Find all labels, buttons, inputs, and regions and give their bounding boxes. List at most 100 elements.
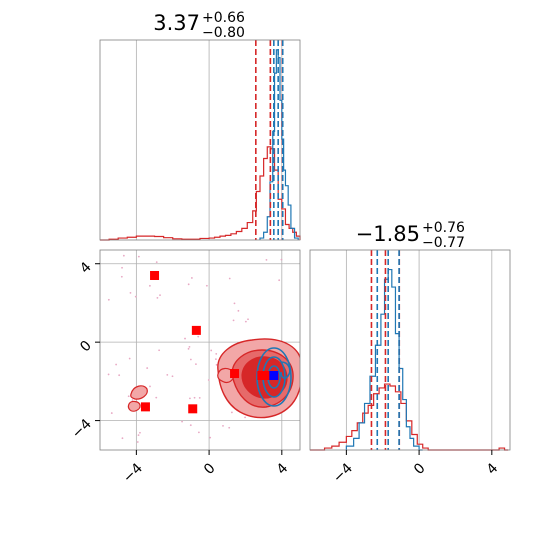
sample-point [159, 294, 161, 296]
sample-point [209, 436, 212, 439]
sample-point [129, 291, 132, 294]
sample-point [197, 431, 200, 434]
joint-x-tick-label: 0 [201, 460, 219, 478]
sample-point [187, 347, 190, 350]
series-b-contour-lobe [280, 361, 291, 379]
sample-point [187, 283, 190, 286]
sample-point [265, 258, 268, 261]
param2-histogram-grid [345, 250, 493, 450]
blue-marker [269, 370, 279, 380]
sample-point [215, 358, 217, 361]
sample-point [121, 266, 123, 269]
param2-title-upper: +0.76 [422, 220, 465, 236]
sample-point [137, 255, 140, 258]
sample-point [210, 349, 213, 352]
param2-histogram-frame [309, 249, 511, 451]
sample-point [181, 420, 183, 423]
param2-quantile-lines [370, 250, 401, 450]
joint-y-tick-label: −4 [69, 416, 95, 442]
sample-point [244, 320, 247, 323]
param1-histogram-series-b [259, 49, 299, 240]
sample-point [190, 277, 193, 279]
sample-point [195, 363, 197, 366]
sample-point [222, 425, 224, 427]
joint-x-ticks: −4 0 4 [120, 450, 291, 486]
sample-point [193, 396, 196, 399]
sample-point [197, 335, 200, 338]
sample-point [184, 337, 186, 340]
sample-point [149, 385, 151, 388]
series-a-contour-island-1 [217, 367, 235, 383]
red-marker [230, 369, 240, 379]
sample-point [230, 411, 233, 414]
joint-y-tick-label: 0 [77, 338, 95, 356]
sample-point [237, 309, 240, 312]
red-marker [140, 402, 150, 412]
param1-title-upper: +0.66 [202, 10, 245, 26]
sample-point [146, 367, 149, 369]
param2-x-tick-label: 4 [484, 460, 502, 478]
joint-frame [99, 249, 301, 451]
sample-point [118, 374, 121, 377]
series-b-contour-outer [256, 347, 292, 407]
sample-point [155, 396, 158, 399]
sample-point [233, 302, 236, 305]
sample-point [278, 279, 281, 282]
joint-x-tick-label: 4 [274, 460, 292, 478]
red-marker [262, 370, 272, 380]
sample-point [247, 318, 249, 321]
sample-point [120, 275, 123, 278]
sample-point [107, 298, 110, 301]
sample-point [232, 319, 235, 322]
param2-title: −1.85 +0.76 −0.77 [356, 220, 465, 251]
param2-x-tick-label: −4 [330, 460, 356, 486]
sample-point [189, 358, 192, 361]
param2-x-ticks: −4 0 4 [330, 450, 501, 486]
param1-histogram-panel: 3.37 +0.66 −0.80 [99, 10, 301, 241]
sample-point [215, 363, 218, 366]
sample-point [131, 399, 134, 401]
sample-point [228, 426, 231, 429]
sample-point [137, 434, 140, 437]
sample-point [189, 424, 192, 427]
sample-point [155, 261, 158, 264]
sample-point [244, 416, 246, 419]
param1-histogram-background [100, 40, 300, 240]
red-marker [191, 325, 201, 335]
sample-point [110, 412, 113, 414]
sample-point [228, 277, 231, 280]
joint-x-tick-label: −4 [120, 460, 146, 486]
param1-histogram-frame [99, 39, 301, 241]
series-a-contour-island-2 [130, 385, 148, 400]
sample-point [205, 284, 208, 287]
sample-point [122, 254, 125, 257]
param1-title: 3.37 +0.66 −0.80 [153, 10, 245, 41]
sample-point [158, 349, 161, 352]
sample-point [189, 397, 191, 400]
sample-point [156, 296, 159, 299]
red-marker [257, 370, 267, 380]
sample-point [198, 397, 201, 399]
red-marker [188, 404, 198, 414]
param1-quantile-lines [255, 40, 284, 240]
sample-point [128, 357, 131, 360]
sample-point [280, 258, 283, 261]
sample-point [215, 352, 218, 355]
sample-point [171, 375, 174, 378]
param1-title-lower: −0.80 [202, 25, 245, 41]
joint-contour-panel: −4 0 4 4 0 −4 [69, 249, 301, 486]
param2-title-value: −1.85 [356, 222, 420, 246]
series-a-contour-island-3 [127, 400, 141, 412]
sample-point [166, 373, 169, 376]
sample-point [207, 379, 210, 381]
param2-histogram-background [310, 250, 510, 450]
sample-point [148, 284, 151, 287]
param2-histogram-panel: −4 0 4 −1.85 +0.76 −0.77 [309, 220, 511, 486]
sample-point [107, 373, 110, 376]
sample-point [134, 295, 137, 298]
joint-y-ticks: 4 0 −4 [69, 259, 100, 442]
param2-title-lower: −0.77 [422, 235, 465, 251]
param1-title-value: 3.37 [153, 11, 200, 35]
sample-point [121, 437, 124, 440]
